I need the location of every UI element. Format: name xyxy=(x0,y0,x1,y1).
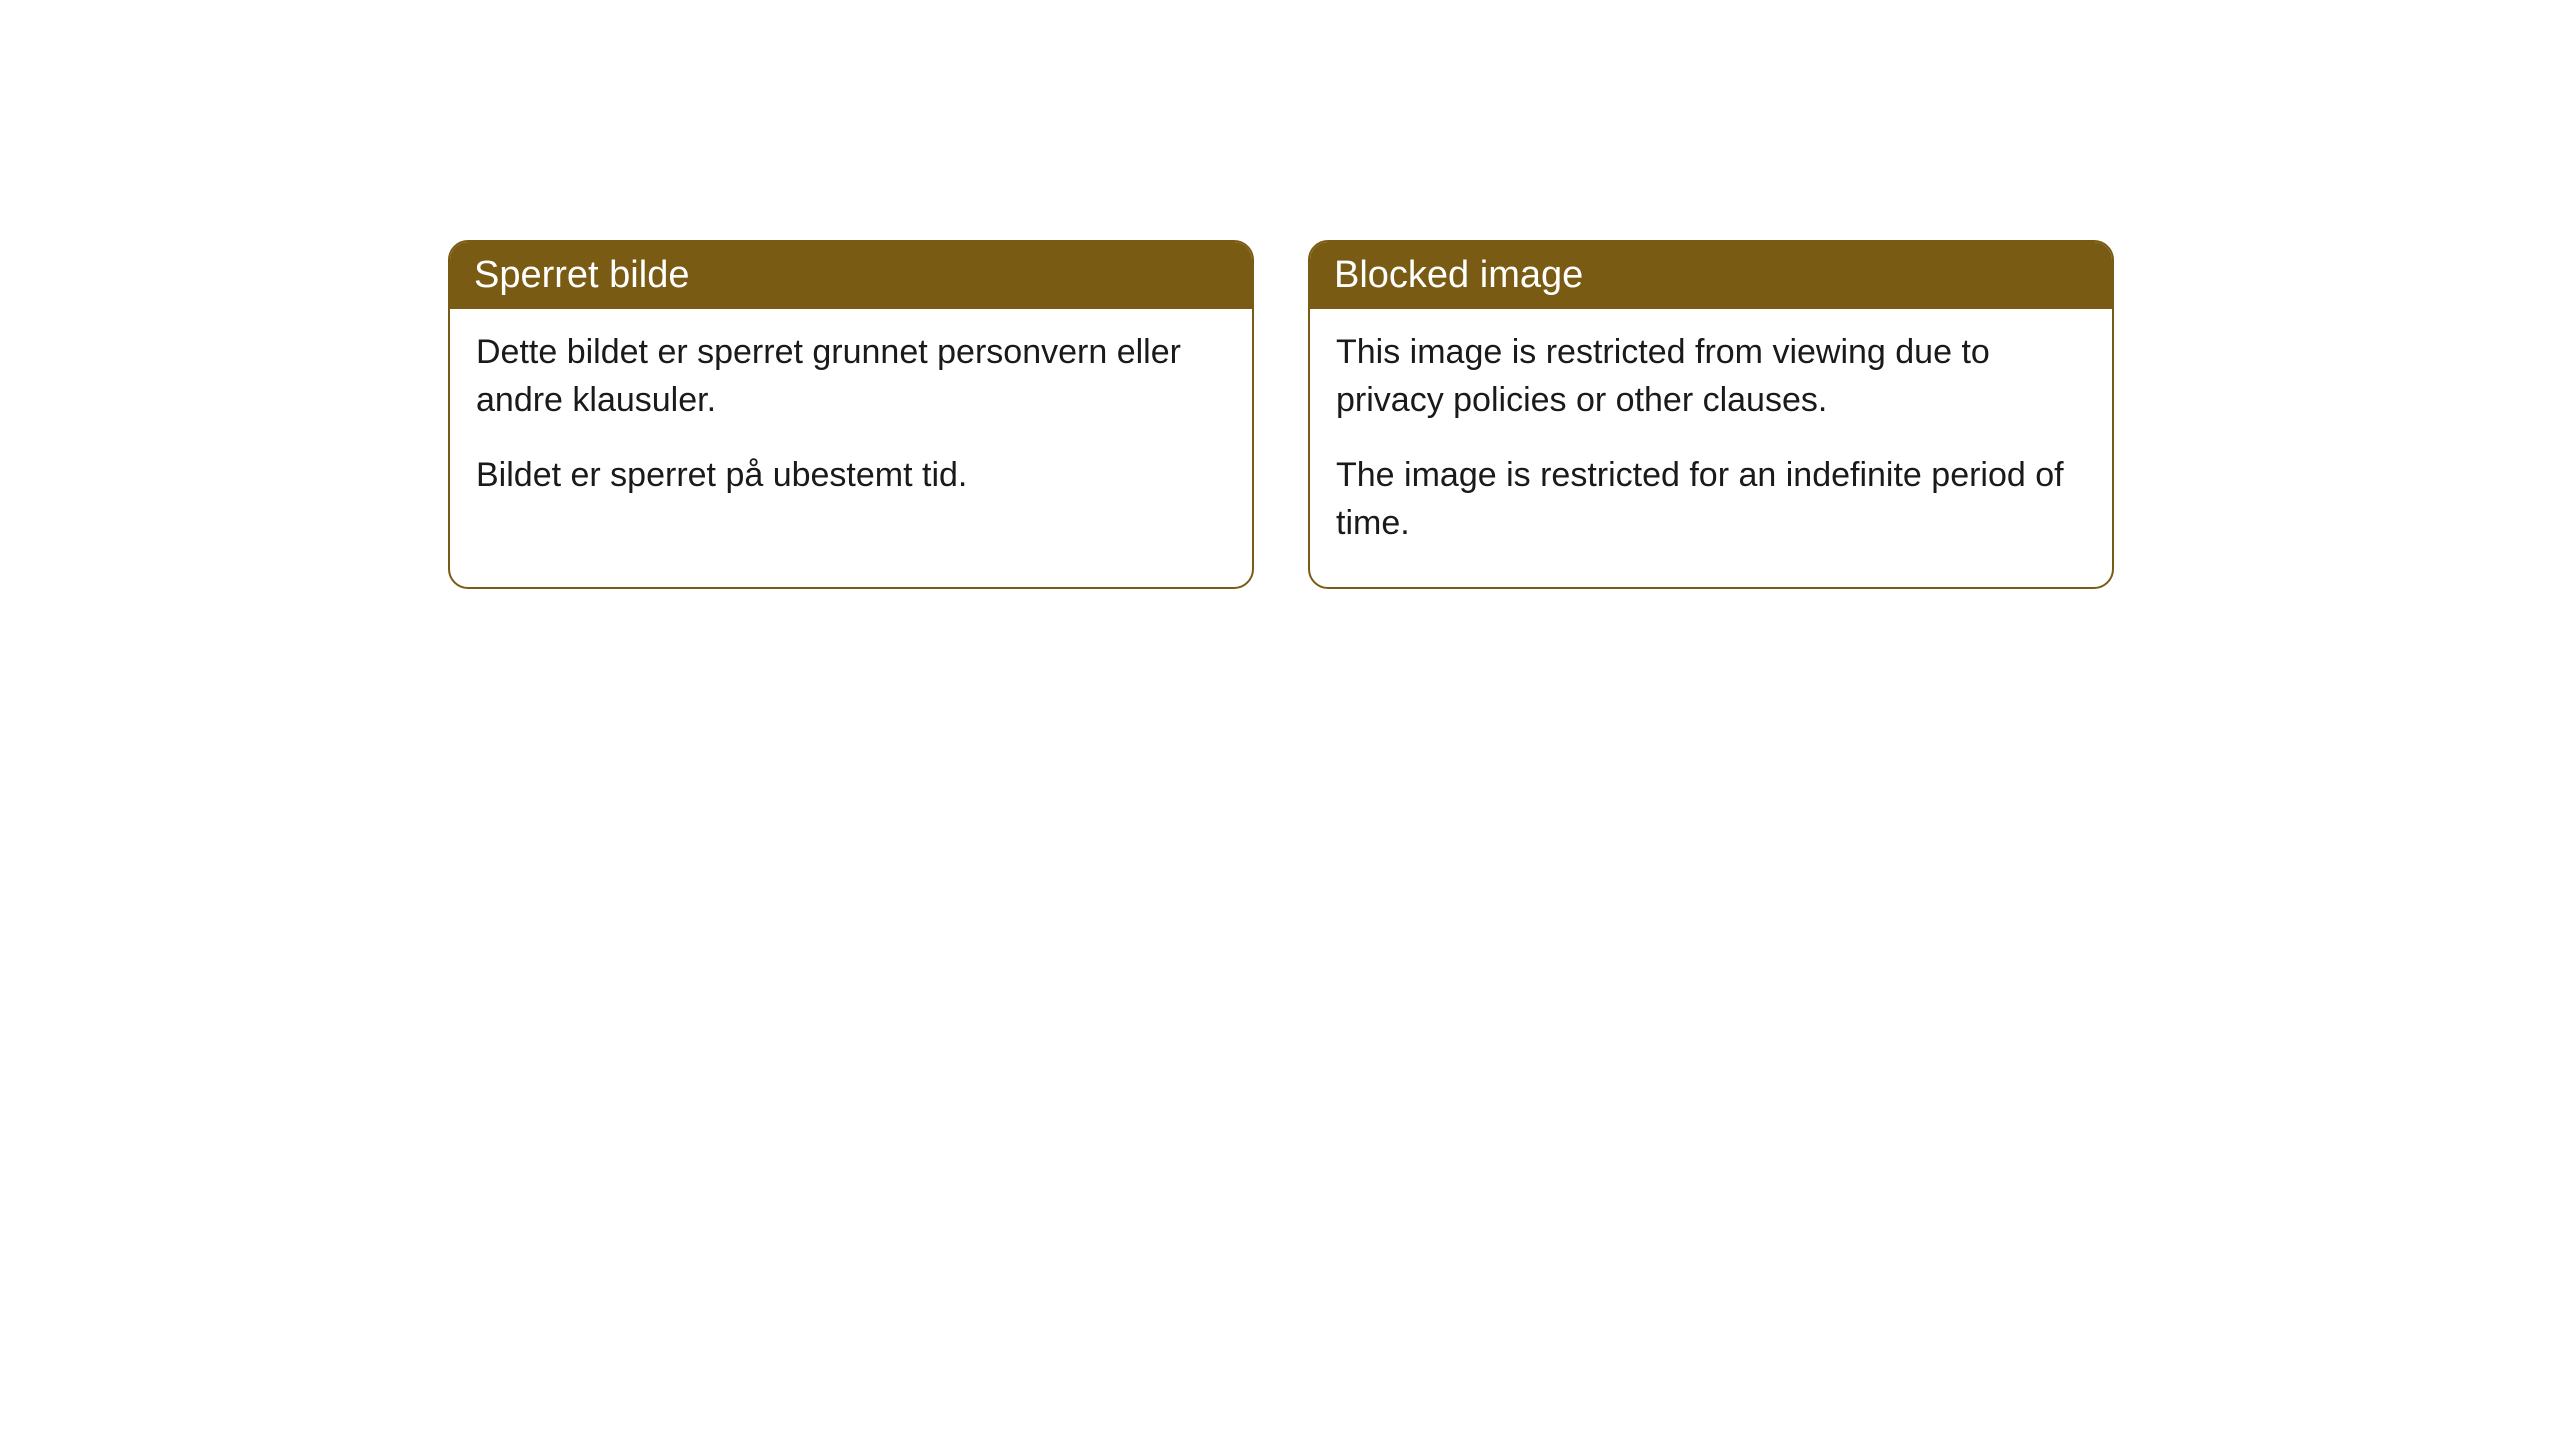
card-paragraph: Dette bildet er sperret grunnet personve… xyxy=(476,329,1226,424)
notice-container: Sperret bilde Dette bildet er sperret gr… xyxy=(448,240,2114,589)
card-body: Dette bildet er sperret grunnet personve… xyxy=(450,309,1252,540)
card-header: Sperret bilde xyxy=(450,242,1252,309)
card-paragraph: The image is restricted for an indefinit… xyxy=(1336,452,2086,547)
card-title: Blocked image xyxy=(1334,254,1583,296)
card-paragraph: Bildet er sperret på ubestemt tid. xyxy=(476,452,1226,500)
card-paragraph: This image is restricted from viewing du… xyxy=(1336,329,2086,424)
card-body: This image is restricted from viewing du… xyxy=(1310,309,2112,587)
card-title: Sperret bilde xyxy=(474,254,689,296)
notice-card-norwegian: Sperret bilde Dette bildet er sperret gr… xyxy=(448,240,1254,589)
notice-card-english: Blocked image This image is restricted f… xyxy=(1308,240,2114,589)
card-header: Blocked image xyxy=(1310,242,2112,309)
